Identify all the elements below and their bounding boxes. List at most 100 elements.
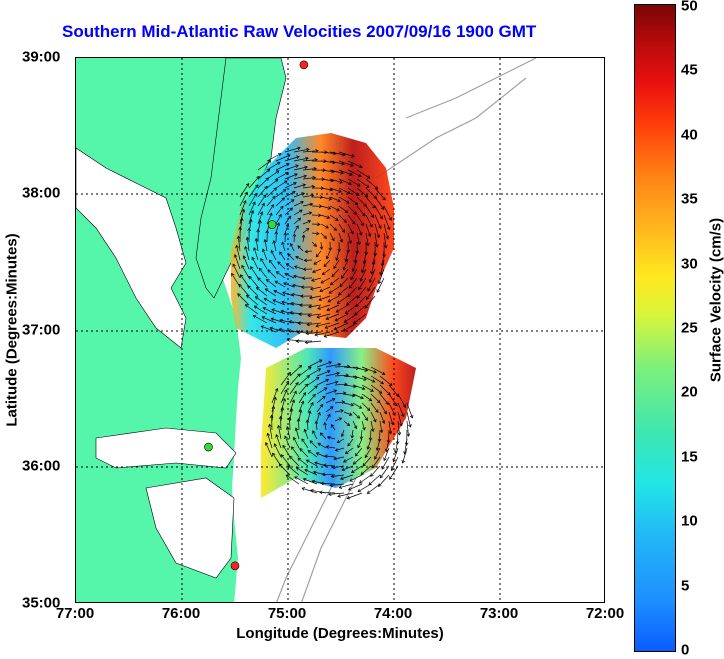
velocity-arrowhead: [294, 427, 299, 431]
velocity-arrow: [334, 383, 348, 386]
velocity-arrowhead: [268, 259, 273, 264]
velocity-arrow: [320, 196, 332, 200]
velocity-arrow: [329, 483, 345, 486]
velocity-arrow: [280, 380, 290, 395]
velocity-arrowhead: [265, 278, 270, 283]
velocity-arrowhead: [276, 222, 281, 226]
velocity-arrow: [307, 377, 320, 386]
velocity-arrow: [315, 322, 331, 327]
velocity-arrowhead: [291, 292, 295, 297]
velocity-arrow: [232, 263, 241, 279]
velocity-arrowhead: [254, 237, 259, 242]
velocity-arrow: [257, 186, 268, 198]
velocity-arrow: [270, 318, 286, 324]
velocity-arrow: [257, 169, 270, 180]
velocity-arrow: [293, 166, 308, 171]
velocity-arrow: [379, 420, 383, 433]
velocity-arrow: [374, 232, 378, 247]
velocity-arrowhead: [322, 463, 327, 468]
velocity-arrow: [310, 286, 322, 290]
velocity-arrowhead: [383, 457, 387, 462]
velocity-arrow: [359, 474, 372, 484]
velocity-arrowhead: [277, 152, 282, 157]
velocity-arrow: [326, 304, 340, 311]
velocity-arrowhead: [333, 326, 338, 331]
velocity-arrow: [316, 395, 326, 404]
velocity-arrowhead: [367, 287, 371, 292]
velocity-arrow: [347, 196, 359, 206]
velocity-arrow: [320, 178, 334, 182]
velocity-arrowhead: [289, 242, 294, 247]
velocity-arrow: [307, 385, 318, 395]
velocity-arrow: [331, 474, 345, 477]
velocity-arrow: [275, 180, 288, 189]
velocity-arrow: [244, 246, 250, 261]
velocity-arrow: [295, 256, 304, 261]
velocity-arrow: [309, 440, 318, 449]
velocity-arrowhead: [359, 436, 364, 440]
velocity-arrowhead: [274, 387, 279, 392]
velocity-arrow: [324, 455, 336, 458]
velocity-arrowhead: [287, 215, 292, 220]
velocity-arrowhead: [342, 459, 347, 463]
velocity-arrow: [239, 200, 246, 216]
velocity-arrow: [335, 447, 345, 451]
velocity-arrow: [273, 290, 286, 297]
velocity-arrowhead: [319, 490, 323, 495]
velocity-arrow: [266, 187, 277, 198]
velocity-arrowhead: [313, 261, 317, 265]
velocity-arrow: [265, 288, 277, 297]
velocity-arrowhead: [297, 217, 302, 222]
velocity-arrowhead: [387, 392, 391, 396]
velocity-arrow: [338, 187, 351, 195]
velocity-arrowhead: [333, 456, 337, 461]
velocity-arrow: [289, 456, 300, 467]
velocity-arrowhead: [339, 180, 343, 184]
velocity-arrow: [298, 409, 302, 422]
velocity-arrowhead: [319, 288, 323, 293]
velocity-arrow: [306, 331, 322, 335]
velocity-arrow: [349, 474, 363, 482]
velocity-arrowhead: [362, 463, 367, 467]
velocity-arrowhead: [256, 228, 261, 233]
velocity-arrowhead: [372, 464, 376, 469]
velocity-arrow: [306, 322, 322, 326]
velocity-arrowhead: [285, 474, 290, 479]
velocity-arrowhead: [274, 280, 279, 284]
velocity-arrowhead: [297, 245, 301, 249]
velocity-arrowhead: [301, 487, 306, 491]
velocity-arrowhead: [359, 278, 363, 282]
velocity-arrow: [320, 160, 336, 164]
velocity-arrow: [370, 384, 383, 394]
velocity-arrowhead: [408, 424, 412, 428]
velocity-arrow: [312, 268, 322, 273]
bathymetry-contour: [375, 77, 527, 179]
station-marker: [267, 220, 277, 229]
x-tick: 72:00: [585, 605, 625, 622]
velocity-arrow: [370, 411, 377, 423]
velocity-arrowhead: [251, 256, 255, 261]
velocity-arrowhead: [394, 402, 398, 407]
velocity-arrowhead: [297, 146, 301, 151]
x-tick: 75:00: [267, 605, 307, 622]
velocity-arrowhead: [320, 280, 325, 284]
velocity-arrow: [308, 304, 322, 308]
velocity-arrow: [379, 465, 390, 479]
velocity-arrowhead: [301, 438, 305, 442]
velocity-arrowhead: [339, 239, 344, 243]
velocity-arrowhead: [300, 201, 304, 205]
velocity-arrow: [334, 322, 349, 330]
velocity-arrow: [370, 402, 379, 413]
velocity-arrowhead: [273, 443, 278, 447]
velocity-arrowhead: [248, 275, 253, 280]
velocity-arrow: [246, 294, 259, 306]
velocity-arrow: [304, 469, 318, 476]
velocity-arrowhead: [384, 448, 389, 453]
velocity-arrow: [329, 178, 343, 184]
velocity-arrow: [343, 393, 355, 397]
velocity-arrow: [304, 429, 309, 440]
velocity-arrowhead: [295, 225, 299, 229]
velocity-arrowhead: [374, 243, 379, 248]
velocity-arrowhead: [294, 476, 298, 480]
velocity-arrowhead: [363, 377, 367, 381]
